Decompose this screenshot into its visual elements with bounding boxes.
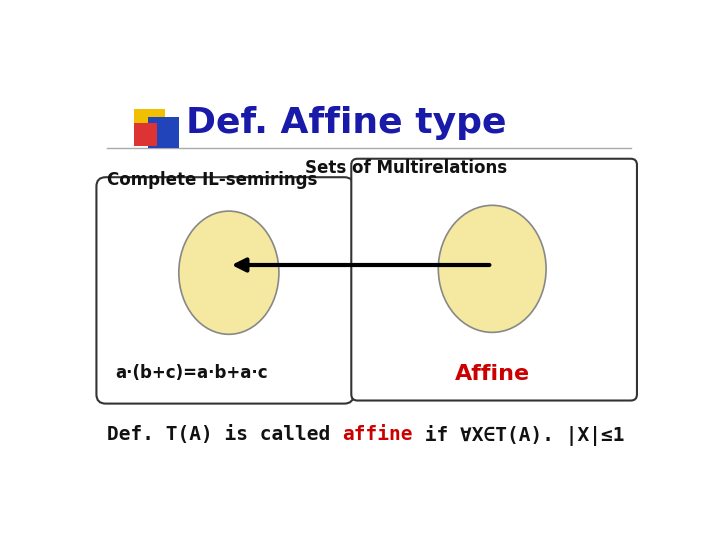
Text: if ∀X∈T(A). |X|≤1: if ∀X∈T(A). |X|≤1 <box>413 425 624 446</box>
Bar <box>134 123 157 146</box>
Text: a·(b+c)=a·b+a·c: a·(b+c)=a·b+a·c <box>115 363 268 382</box>
Text: Def. T(A) is called: Def. T(A) is called <box>107 425 342 444</box>
Bar <box>148 117 179 148</box>
Ellipse shape <box>179 211 279 334</box>
Bar <box>134 110 165 140</box>
Ellipse shape <box>438 205 546 333</box>
Text: Def. Affine type: Def. Affine type <box>186 105 506 139</box>
Text: affine: affine <box>342 425 413 444</box>
Text: Complete IL-semirings: Complete IL-semirings <box>107 171 318 189</box>
Text: Affine: Affine <box>454 363 530 383</box>
FancyBboxPatch shape <box>96 177 354 403</box>
FancyArrowPatch shape <box>236 259 490 271</box>
Text: Sets of Multirelations: Sets of Multirelations <box>305 159 508 177</box>
FancyBboxPatch shape <box>351 159 637 401</box>
